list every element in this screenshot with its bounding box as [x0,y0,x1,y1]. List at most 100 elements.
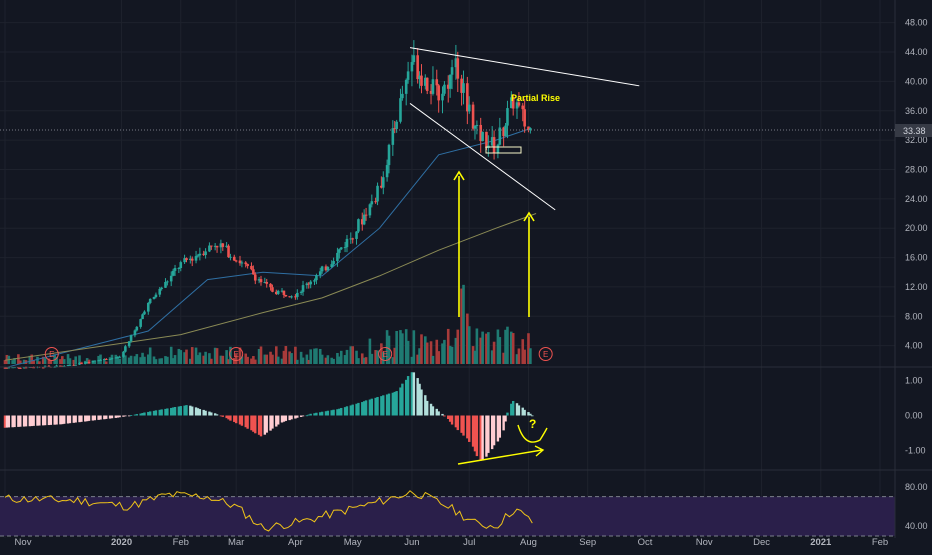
macd-bar [17,415,20,427]
candle-body [55,365,58,367]
candle-body [59,365,62,367]
volume-bar [30,354,34,364]
trendlines[interactable] [409,47,640,211]
macd-bar [487,415,490,453]
macd-bar [114,415,118,418]
macd-bar [345,406,349,416]
volume-bar [208,353,211,364]
macd-bar [32,415,35,426]
rsi-polyline [4,490,533,532]
candle-body [345,238,349,248]
volume-bar [338,356,341,364]
volume-bar [370,353,374,364]
macd-bar [506,412,509,416]
macd-bar [437,411,440,416]
macd-bar [179,406,182,416]
moving-averages [4,128,537,369]
macd-bar [152,410,156,416]
price-axis[interactable]: 48.00 44.00 40.00 36.00 32.00 28.00 24.00 20.00… [905,18,928,531]
volume-bar [122,354,125,364]
candle-body [276,290,280,294]
candle-body [418,75,421,80]
macd-bar [420,389,423,416]
candle-body [252,269,255,275]
macd-bar [405,379,408,416]
macd-bar [3,415,7,428]
candle-body [515,102,519,109]
candle-body [307,283,311,285]
volume-bar [229,346,232,364]
macd-bar [468,415,471,442]
candle-body [301,285,305,292]
volume-bar [446,328,450,364]
candle-body [368,204,372,216]
macd-bar [296,415,299,418]
volume-bar [36,356,39,364]
volume-bar [301,357,305,364]
macd-bar [97,415,100,420]
macd-bar [368,399,372,416]
macd-bar [103,415,106,420]
candle-body [246,264,249,266]
price-tick-label: 36.00 [905,106,928,116]
macd-divergence-line [457,449,543,465]
volume-bar [282,350,286,364]
macd-bar [158,409,161,416]
volume-bar [485,333,488,364]
volume-bar [240,356,244,364]
volume-bar [3,360,7,364]
volume-bar [169,346,173,364]
price-tick-label: 40.00 [905,76,928,86]
candle-body [269,283,272,288]
macd-bar [219,415,223,417]
macd-bar [426,400,429,416]
macd-bar [391,392,395,416]
candle-body [523,109,526,127]
macd-bar [418,383,421,416]
volume-bar [424,336,427,364]
volume-bar [450,346,454,364]
macd-bar [127,415,131,417]
candle-body [146,302,150,312]
volume-bar [32,360,35,364]
candle-body [5,367,9,369]
macd-bar [240,415,244,426]
macd-bar [254,415,257,434]
volume-bar [360,353,364,364]
volume-bar [234,354,238,364]
macd-bar [490,415,494,450]
volume-bar [265,354,269,364]
candle-body [13,367,16,369]
macd-bar [502,415,505,431]
volume-bar [108,357,112,364]
candle-body [135,326,139,331]
macd-bar [84,415,87,422]
macd-bar [194,407,198,416]
macd-bar [7,415,11,428]
candle-body [338,249,341,253]
candle-body [124,346,127,352]
volume-bar [225,350,228,364]
earnings-marker [229,347,244,361]
macd-bar [290,415,293,420]
earnings-marker [538,347,553,361]
candle-body [424,77,427,86]
candle-body [68,364,72,366]
volume-bar [11,360,14,364]
volume-bar [227,359,230,364]
time-axis[interactable]: Nov 2020 Feb Mar Apr May Jun Jul Aug Sep Oct Nov Dec… [15,537,889,548]
macd-bar [330,410,333,416]
candlesticks[interactable] [3,40,532,369]
candle-body [93,360,97,362]
candle-body [185,258,188,261]
candle-body [318,271,322,276]
macd-bar [336,409,339,416]
volume-bar [164,356,167,364]
macd-bar [166,408,169,416]
macd-bar [66,415,70,424]
candle-body [282,290,286,295]
candle-body [404,79,408,94]
